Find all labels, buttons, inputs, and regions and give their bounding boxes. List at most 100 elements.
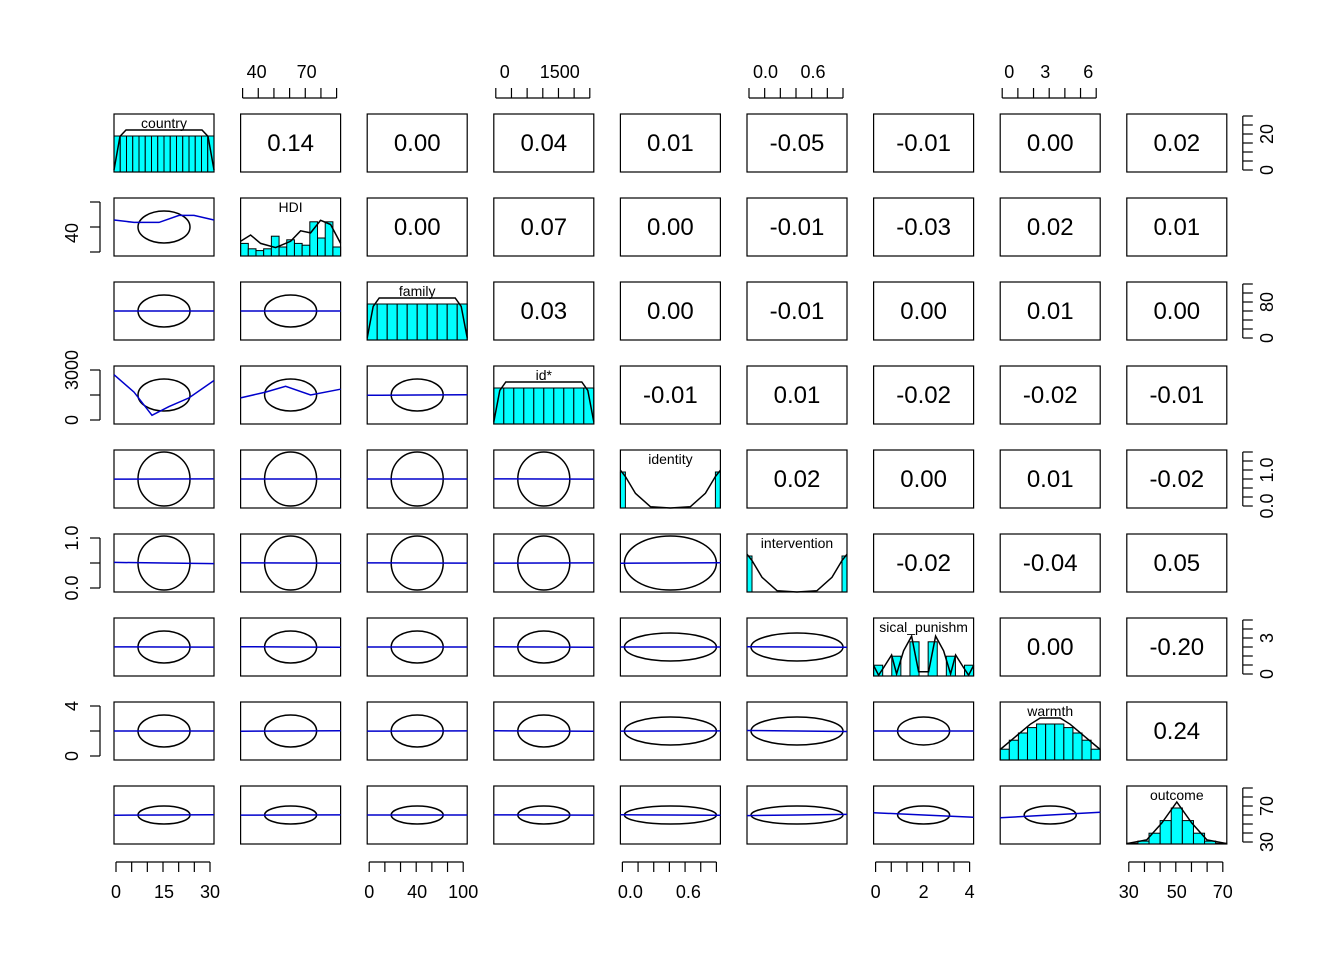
- correlation-value: 0.02: [1153, 130, 1200, 157]
- bottom-tick-label: 15: [154, 882, 174, 902]
- panel-frame: [1126, 785, 1228, 845]
- panel-frame: [240, 197, 342, 257]
- panel-frame: [619, 365, 722, 425]
- hist-bar: [563, 387, 575, 425]
- panel-frame: [872, 113, 975, 173]
- panel-frame: [746, 449, 848, 509]
- correlation-value: 0.01: [1027, 466, 1074, 493]
- left-tick-label: 40: [62, 223, 82, 243]
- diag-label-outcome: outcome: [1150, 787, 1204, 803]
- correlation-value: 0.00: [394, 130, 441, 157]
- hist-bar: [436, 303, 448, 341]
- correlation-value: 0.01: [1153, 214, 1200, 241]
- panel-frame: [1126, 449, 1228, 509]
- panel-frame: [493, 197, 595, 257]
- correlation-value: -0.02: [1023, 382, 1078, 409]
- panel-frame: [999, 617, 1101, 677]
- correlation-value: -0.01: [770, 298, 825, 325]
- hist-bar: [301, 244, 311, 257]
- hist-bar: [247, 248, 257, 257]
- left-tick-label: 0.0: [62, 575, 82, 600]
- correlation-value: 0.02: [774, 466, 821, 493]
- panel-frame: [1126, 113, 1228, 173]
- correlation-value: 0.03: [520, 298, 567, 325]
- panel-frame: [1126, 365, 1228, 425]
- panel-frame: [872, 197, 975, 257]
- right-tick-label: 0: [1257, 669, 1277, 679]
- density-curve: [1126, 800, 1227, 845]
- hist-bar: [1063, 727, 1074, 761]
- hist-bar: [182, 135, 190, 173]
- hist-bar: [309, 221, 319, 257]
- correlation-value: -0.04: [1023, 550, 1078, 577]
- bottom-tick-label: 100: [448, 882, 478, 902]
- bottom-tick-label: 4: [965, 882, 975, 902]
- hist-bar: [1017, 732, 1028, 761]
- hist-bar: [386, 303, 398, 341]
- panel-frame: [619, 113, 722, 173]
- hist-bar: [503, 387, 515, 425]
- diag-label-family: family: [399, 283, 436, 299]
- panel-frame: [746, 533, 848, 593]
- hist-bar: [523, 387, 535, 425]
- right-tick-label: 20: [1257, 124, 1277, 144]
- panel-frame: [872, 617, 975, 677]
- hist-bar: [396, 303, 408, 341]
- panel-frame: [493, 365, 595, 425]
- correlation-value: -0.05: [770, 130, 825, 157]
- diag-label-intervention: intervention: [761, 535, 833, 551]
- correlation-value: 0.01: [774, 382, 821, 409]
- hist-bar: [1170, 807, 1183, 845]
- panel-frame: [493, 281, 595, 341]
- loess-smoother: [240, 385, 341, 399]
- correlation-value: 0.00: [647, 298, 694, 325]
- hist-bar: [138, 135, 146, 173]
- hist-bar: [144, 135, 152, 173]
- correlation-value: 0.00: [1027, 634, 1074, 661]
- correlation-value: 0.00: [900, 298, 947, 325]
- panel-frame: [872, 449, 975, 509]
- density-curve: [746, 553, 848, 593]
- panel-frame: [746, 365, 848, 425]
- hist-bar: [1081, 739, 1092, 761]
- left-tick-label: 4: [62, 701, 82, 711]
- correlation-value: -0.03: [896, 214, 951, 241]
- correlation-value: 0.07: [520, 214, 567, 241]
- hist-bar: [169, 135, 177, 173]
- right-tick-label: 0.0: [1257, 493, 1277, 518]
- hist-bar: [1072, 732, 1083, 761]
- correlation-value: -0.01: [1149, 382, 1204, 409]
- bottom-tick-label: 0.6: [676, 882, 701, 902]
- top-tick-label: 3: [1040, 62, 1050, 82]
- hist-bar: [1090, 748, 1101, 761]
- panel-frame: [1126, 533, 1228, 593]
- density-curve: [619, 469, 721, 509]
- bottom-tick-label: 30: [1119, 882, 1139, 902]
- hist-bar: [188, 135, 196, 173]
- correlation-ellipse: [896, 805, 951, 825]
- loess-smoother: [1000, 811, 1101, 819]
- panel-frame: [999, 449, 1101, 509]
- hist-bar: [194, 135, 202, 173]
- hist-bar: [332, 246, 342, 257]
- hist-bar: [1054, 723, 1065, 761]
- correlation-value: -0.20: [1149, 634, 1204, 661]
- correlation-value: 0.02: [1027, 214, 1074, 241]
- hist-bar: [543, 387, 555, 425]
- hist-bar: [126, 135, 134, 173]
- panel-frame: [872, 281, 975, 341]
- top-tick-label: 1500: [540, 62, 580, 82]
- hist-bar: [376, 303, 388, 341]
- panel-frame: [1126, 701, 1228, 761]
- hist-bar: [619, 471, 626, 509]
- hist-bar: [999, 748, 1010, 761]
- correlation-ellipse: [137, 378, 191, 412]
- hist-bar: [255, 250, 265, 257]
- right-tick-label: 0: [1257, 333, 1277, 343]
- bottom-tick-label: 0: [871, 882, 881, 902]
- diag-label-id: id*: [536, 367, 553, 383]
- panel-frame: [240, 365, 342, 425]
- hist-bar: [714, 471, 721, 509]
- hist-bar: [240, 242, 249, 257]
- right-tick-label: 0: [1257, 165, 1277, 175]
